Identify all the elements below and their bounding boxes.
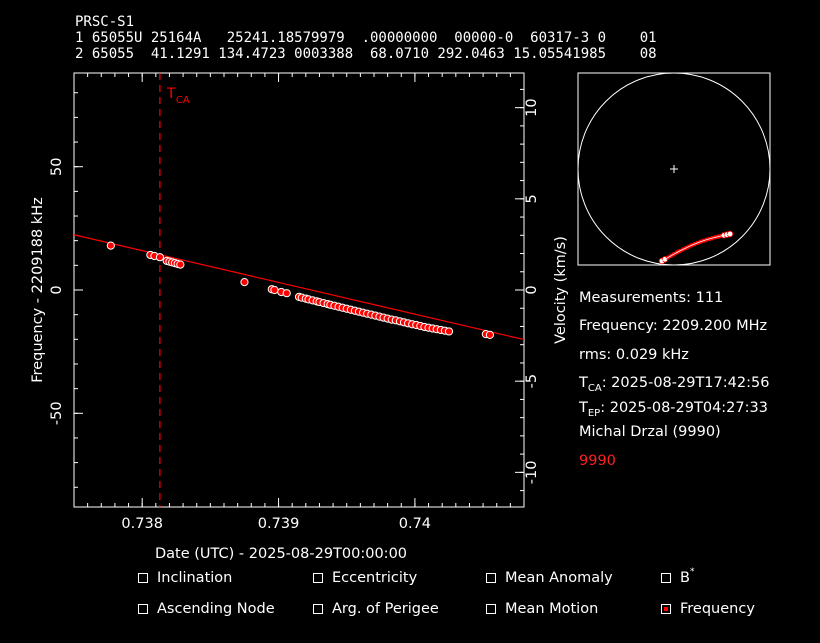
y2-axis-label: Velocity (km/s) bbox=[553, 236, 569, 344]
option-label: Mean Anomaly bbox=[505, 570, 613, 586]
checkbox-ascending-node[interactable] bbox=[138, 604, 148, 614]
y2-tick-label: 5 bbox=[524, 194, 540, 203]
checkbox-inclination[interactable] bbox=[138, 573, 148, 583]
data-point bbox=[282, 289, 291, 298]
checkbox-bstar[interactable] bbox=[661, 573, 671, 583]
plot-frame bbox=[73, 72, 525, 508]
observer-name: Michal Drzal (9990) bbox=[579, 424, 721, 440]
tep-info: TEP: 2025-08-29T04:27:33 bbox=[579, 400, 768, 419]
x-tick-label: 0.738 bbox=[121, 516, 163, 532]
data-point bbox=[444, 327, 454, 336]
option-mean-anomaly[interactable]: Mean Anomaly bbox=[486, 570, 613, 586]
satellite-name: PRSC-S1 bbox=[75, 14, 135, 30]
option-ascending-node[interactable]: Ascending Node bbox=[138, 601, 275, 617]
sky-plot-horizon bbox=[577, 72, 771, 266]
x-axis-label: Date (UTC) - 2025-08-29T00:00:00 bbox=[155, 546, 407, 562]
site-id: 9990 bbox=[579, 453, 616, 469]
data-point bbox=[485, 330, 495, 339]
tca-marker-sub: CA bbox=[176, 95, 190, 106]
option-label: Arg. of Perigee bbox=[332, 601, 439, 617]
tca-info: TCA: 2025-08-29T17:42:56 bbox=[579, 375, 769, 394]
sky-track-line bbox=[661, 233, 731, 262]
y-tick-label: -50 bbox=[49, 401, 65, 425]
checkbox-frequency[interactable] bbox=[661, 604, 671, 614]
y2-tick-label: -5 bbox=[524, 374, 540, 388]
rms-value: rms: 0.029 kHz bbox=[579, 347, 689, 363]
tep-info-value: : 2025-08-29T04:27:33 bbox=[600, 400, 768, 416]
y2-tick-label: 0 bbox=[524, 285, 540, 294]
x-tick-label: 0.739 bbox=[258, 516, 300, 532]
data-point bbox=[240, 278, 249, 287]
option-inclination[interactable]: Inclination bbox=[138, 570, 232, 586]
data-point bbox=[155, 253, 165, 262]
tca-marker-label: T bbox=[166, 86, 176, 102]
checkbox-mean-motion[interactable] bbox=[486, 604, 496, 614]
measurements-count: Measurements: 111 bbox=[579, 290, 724, 306]
option-arg-of-perigee[interactable]: Arg. of Perigee bbox=[313, 601, 439, 617]
y-axis-label: Frequency - 2209188 kHz bbox=[30, 197, 46, 382]
tep-info-label: T bbox=[579, 400, 588, 416]
option-label-sup: * bbox=[689, 567, 695, 577]
checkbox-arg-of-perigee[interactable] bbox=[313, 604, 323, 614]
option-mean-motion[interactable]: Mean Motion bbox=[486, 601, 598, 617]
tle-line-2: 2 65055 41.1291 134.4723 0003388 68.0710… bbox=[75, 46, 657, 62]
option-label: Frequency bbox=[680, 601, 755, 617]
option-label: Mean Motion bbox=[505, 601, 599, 617]
tep-info-sub: EP bbox=[587, 407, 601, 419]
tca-info-label: T bbox=[579, 375, 588, 391]
tca-info-value: : 2025-08-29T17:42:56 bbox=[601, 375, 770, 391]
x-tick-label: 0.74 bbox=[399, 516, 431, 532]
checkbox-eccentricity[interactable] bbox=[313, 573, 323, 583]
tca-info-sub: CA bbox=[587, 382, 602, 394]
option-label: B bbox=[680, 570, 690, 586]
option-label: Inclination bbox=[157, 570, 233, 586]
option-frequency[interactable]: Frequency bbox=[661, 601, 755, 617]
option-bstar[interactable]: B * bbox=[661, 567, 695, 586]
data-point bbox=[270, 285, 279, 295]
checkbox-mean-anomaly[interactable] bbox=[486, 573, 496, 583]
option-label: Ascending Node bbox=[157, 601, 275, 617]
option-eccentricity[interactable]: Eccentricity bbox=[313, 570, 417, 586]
y-tick-label: 0 bbox=[49, 285, 65, 294]
data-point bbox=[176, 260, 185, 269]
tle-line-1: 1 65055U 25164A 25241.18579979 .00000000… bbox=[75, 30, 657, 46]
fit-line bbox=[73, 234, 525, 341]
y2-tick-label: -10 bbox=[524, 461, 540, 485]
y-tick-label: 50 bbox=[49, 157, 65, 175]
y2-tick-label: 10 bbox=[524, 98, 540, 116]
option-label: Eccentricity bbox=[332, 570, 418, 586]
frequency-value: Frequency: 2209.200 MHz bbox=[579, 318, 768, 334]
data-point bbox=[106, 241, 115, 250]
